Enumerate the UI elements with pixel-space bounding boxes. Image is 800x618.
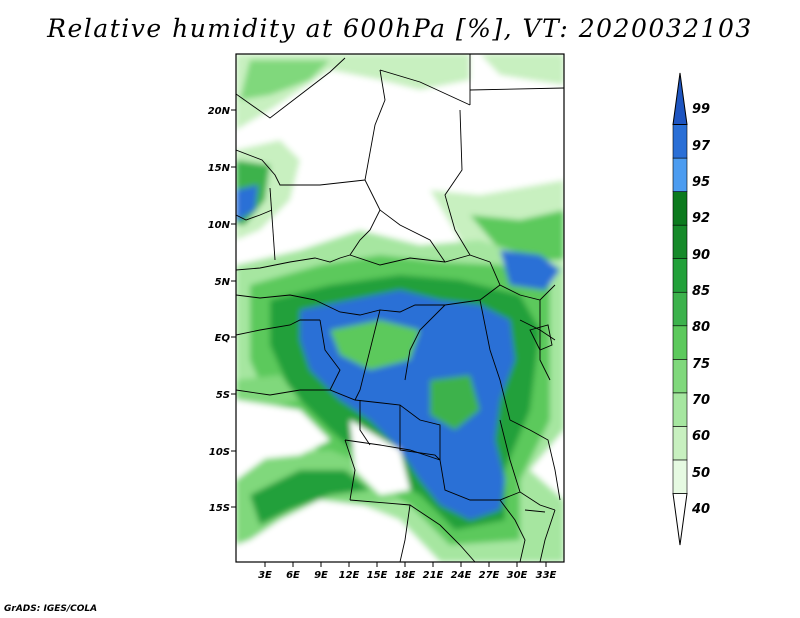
colorbar-bin-97 xyxy=(672,124,688,159)
colorbar-label-85: 85 xyxy=(692,284,710,299)
colorbar-label-97: 97 xyxy=(692,139,711,154)
colorbar-bin-below-40 xyxy=(672,492,688,546)
humidity-field xyxy=(236,54,564,562)
colorbar-label-60: 60 xyxy=(692,429,710,444)
colorbar-label-50: 50 xyxy=(692,466,710,481)
colorbar-bin-40 xyxy=(672,459,688,494)
colorbar-label-99: 99 xyxy=(692,102,710,117)
lon-label-24e: 24E xyxy=(451,570,472,581)
lat-label-20n: 20N xyxy=(208,106,231,117)
lon-label-15e: 15E xyxy=(367,570,388,581)
lat-label-eq: EQ xyxy=(215,333,231,344)
grads-credit: GrADS: IGES/COLA xyxy=(4,604,98,614)
lat-label-15s: 15S xyxy=(209,503,230,514)
colorbar-bin-90 xyxy=(672,224,688,259)
colorbar-bin-60 xyxy=(672,392,688,427)
country-borders xyxy=(236,54,564,562)
lon-label-33e: 33E xyxy=(536,570,557,581)
lon-label-21e: 21E xyxy=(423,570,444,581)
colorbar-bin-75 xyxy=(672,325,688,360)
lon-label-9e: 9E xyxy=(314,570,328,581)
lon-axis xyxy=(264,562,547,567)
colorbar-label-70: 70 xyxy=(692,393,710,408)
colorbar-label-80: 80 xyxy=(692,320,710,335)
colorbar-label-92: 92 xyxy=(692,211,710,226)
map-frame xyxy=(235,53,565,563)
colorbar-label-75: 75 xyxy=(692,357,710,372)
lat-label-15n: 15N xyxy=(208,163,231,174)
colorbar-label-90: 90 xyxy=(692,248,710,263)
colorbar-bin-above-99 xyxy=(672,72,688,126)
lat-axis xyxy=(231,109,236,508)
lat-label-5s: 5S xyxy=(216,390,230,401)
colorbar-bin-70 xyxy=(672,359,688,394)
lon-label-27e: 27E xyxy=(479,570,500,581)
colorbar-labels: 99 97 95 92 90 85 80 75 70 60 50 40 xyxy=(691,102,711,517)
lon-label-30e: 30E xyxy=(507,570,528,581)
lon-label-6e: 6E xyxy=(286,570,300,581)
colorbar-label-95: 95 xyxy=(692,175,710,190)
colorbar-bin-92 xyxy=(672,191,688,226)
colorbar-label-40: 40 xyxy=(691,502,710,517)
lat-label-10n: 10N xyxy=(208,220,231,231)
map-title: Relative humidity at 600hPa [%], VT: 202… xyxy=(47,14,753,43)
lat-label-5n: 5N xyxy=(215,277,231,288)
colorbar-bin-85 xyxy=(672,258,688,293)
colorbar-bin-80 xyxy=(672,291,688,327)
colorbar-bin-95 xyxy=(672,157,688,192)
colorbar xyxy=(672,72,688,546)
lon-label-18e: 18E xyxy=(395,570,416,581)
lat-label-10s: 10S xyxy=(209,447,230,458)
colorbar-bin-50 xyxy=(672,426,688,461)
lon-label-3e: 3E xyxy=(258,570,272,581)
lon-label-12e: 12E xyxy=(339,570,360,581)
